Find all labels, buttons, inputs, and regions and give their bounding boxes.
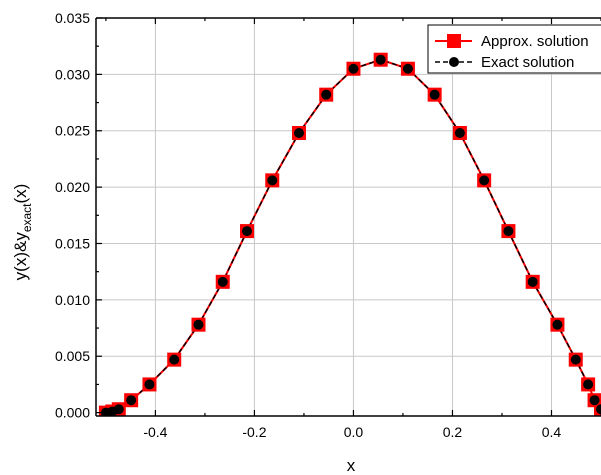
exact-point [267, 175, 278, 186]
y-axis-label-subscript: exact [20, 203, 34, 232]
exact-point [429, 89, 440, 100]
exact-point [169, 354, 180, 365]
y-tick-label: 0.025 [55, 123, 90, 139]
x-tick-label: 0.0 [344, 424, 364, 440]
y-tick-label: 0.035 [55, 10, 90, 26]
legend-label-0: Approx. solution [481, 33, 589, 50]
data-series [98, 52, 601, 416]
x-tick-label: -0.2 [242, 424, 266, 440]
y-tick-label: 0.000 [55, 405, 90, 421]
legend-label-1: Exact solution [481, 54, 574, 71]
exact-point [570, 354, 581, 365]
exact-point [321, 89, 332, 100]
x-tick-label: -0.4 [143, 424, 167, 440]
exact-point [375, 54, 386, 65]
y-tick-label: 0.030 [55, 66, 90, 82]
exact-point [527, 276, 538, 287]
x-tick-label: 0.2 [443, 424, 463, 440]
y-axis-label: y(x)&yexact(x) [11, 184, 34, 281]
x-tick-label: 0.4 [542, 424, 562, 440]
exact-point [479, 175, 490, 186]
legend-marker-circle [449, 57, 459, 67]
y-tick-label: 0.015 [55, 235, 90, 251]
legend: Approx. solution Exact solution [427, 24, 601, 74]
exact-point [126, 395, 137, 406]
exact-point [242, 226, 253, 237]
exact-point [583, 379, 594, 390]
exact-point [348, 63, 359, 74]
exact-point [144, 379, 155, 390]
exact-point [552, 319, 563, 330]
y-tick-label: 0.005 [55, 348, 90, 364]
exact-point [503, 226, 514, 237]
exact-point [589, 395, 600, 406]
y-axis-label-base: y(x)&y [11, 232, 30, 281]
y-tick-label: 0.010 [55, 292, 90, 308]
exact-point [217, 276, 228, 287]
exact-point [293, 128, 304, 139]
exact-point [113, 404, 124, 415]
axes: -0.4 -0.2 0.0 0.2 0.4 0.000 0.005 0.010 0.015 0.0… [55, 10, 601, 440]
x-axis-label: x [347, 456, 356, 475]
y-tick-label: 0.020 [55, 179, 90, 195]
exact-point [193, 319, 204, 330]
exact-point [454, 128, 465, 139]
legend-marker-square [447, 34, 461, 48]
exact-point [596, 404, 601, 415]
axis-labels: x y(x)&yexact(x) [11, 184, 356, 475]
y-axis-label-tail: (x) [11, 184, 30, 204]
exact-point [402, 63, 413, 74]
